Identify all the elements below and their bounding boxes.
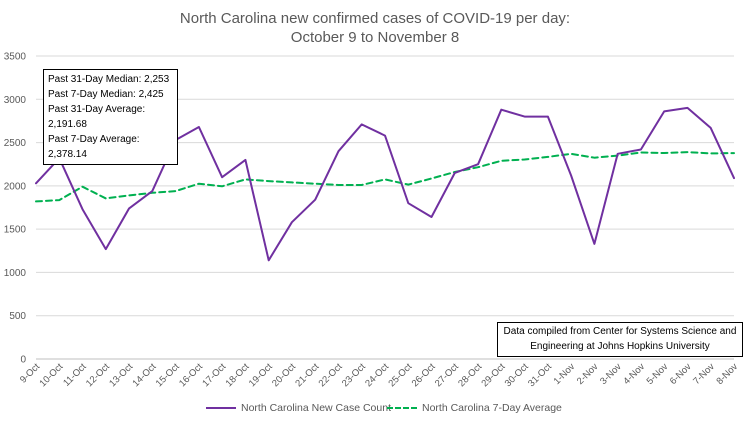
x-tick-label: 29-Oct (480, 361, 508, 389)
x-tick-label: 21-Oct (293, 361, 321, 389)
y-tick-label: 500 (9, 311, 26, 322)
x-tick-label: 11-Oct (61, 361, 89, 389)
y-tick-label: 1500 (4, 225, 27, 236)
x-tick-label: 24-Oct (363, 361, 391, 389)
source-note: Data compiled from Center for Systems Sc… (497, 322, 743, 357)
x-tick-label: 19-Oct (247, 361, 275, 389)
series-lines (35, 106, 735, 262)
x-tick-label: 30-Oct (503, 361, 531, 389)
x-tick-label: 8-Nov (714, 361, 740, 387)
legend-swatch-case-count (206, 407, 236, 409)
y-tick-label: 3500 (4, 52, 27, 63)
x-tick-label: 13-Oct (107, 361, 135, 389)
x-tick-label: 20-Oct (270, 361, 298, 389)
chart-title-line-1: North Carolina new confirmed cases of CO… (179, 10, 571, 27)
legend-swatch-7-day-average (387, 407, 417, 409)
x-tick-label: 27-Oct (433, 361, 461, 389)
legend-label-case-count: North Carolina New Case Count (241, 402, 391, 414)
y-tick-label: 2500 (4, 138, 27, 149)
x-tick-label: 18-Oct (224, 361, 252, 389)
y-tick-label: 0 (20, 355, 26, 366)
source-note-line-2: Engineering at Johns Hopkins University (530, 340, 710, 352)
x-tick-label: 12-Oct (84, 361, 112, 389)
y-tick-label: 1000 (4, 268, 27, 279)
legend-item-case-count: North Carolina New Case Count (206, 402, 391, 414)
stat-7-day-average: Past 7-Day Average: 2,378.14 (48, 134, 140, 160)
x-tick-label: 5-Nov (645, 361, 671, 387)
stats-box: Past 31-Day Median: 2,253 Past 7-Day Med… (43, 69, 178, 165)
x-tick-label: 26-Oct (410, 361, 438, 389)
legend-label-7-day-average: North Carolina 7-Day Average (422, 402, 562, 414)
x-tick-label: 15-Oct (154, 361, 182, 389)
x-tick-label: 23-Oct (340, 361, 368, 389)
x-tick-label: 16-Oct (177, 361, 205, 389)
y-axis-ticks: 0 500 1000 1500 2000 2500 3000 3500 (4, 52, 27, 366)
y-tick-label: 2000 (4, 181, 27, 192)
chart-title-line-2: October 9 to November 8 (290, 29, 460, 46)
x-tick-label: 3-Nov (598, 361, 624, 387)
legend-item-7-day-average: North Carolina 7-Day Average (387, 402, 562, 414)
x-tick-label: 10-Oct (37, 361, 65, 389)
y-tick-label: 3000 (4, 95, 27, 106)
stat-31-day-median: Past 31-Day Median: 2,253 (48, 74, 170, 85)
x-tick-label: 4-Nov (621, 361, 647, 387)
x-tick-label: 17-Oct (200, 361, 228, 389)
x-tick-label: 22-Oct (317, 361, 345, 389)
series-line-case-count (35, 106, 735, 262)
x-tick-label: 14-Oct (131, 361, 159, 389)
x-tick-label: 31-Oct (526, 361, 554, 389)
stat-31-day-average: Past 31-Day Average: 2,191.68 (48, 104, 146, 130)
stat-7-day-median: Past 7-Day Median: 2,425 (48, 89, 164, 100)
x-tick-label: 7-Nov (691, 361, 717, 387)
x-tick-label: 1-Nov (552, 361, 578, 387)
x-tick-label: 6-Nov (668, 361, 694, 387)
x-tick-label: 28-Oct (456, 361, 484, 389)
x-tick-label: 2-Nov (575, 361, 601, 387)
x-axis-ticks: 9-Oct10-Oct11-Oct12-Oct13-Oct14-Oct15-Oc… (18, 361, 740, 389)
source-note-line-1: Data compiled from Center for Systems Sc… (503, 326, 737, 337)
x-tick-label: 25-Oct (386, 361, 414, 389)
